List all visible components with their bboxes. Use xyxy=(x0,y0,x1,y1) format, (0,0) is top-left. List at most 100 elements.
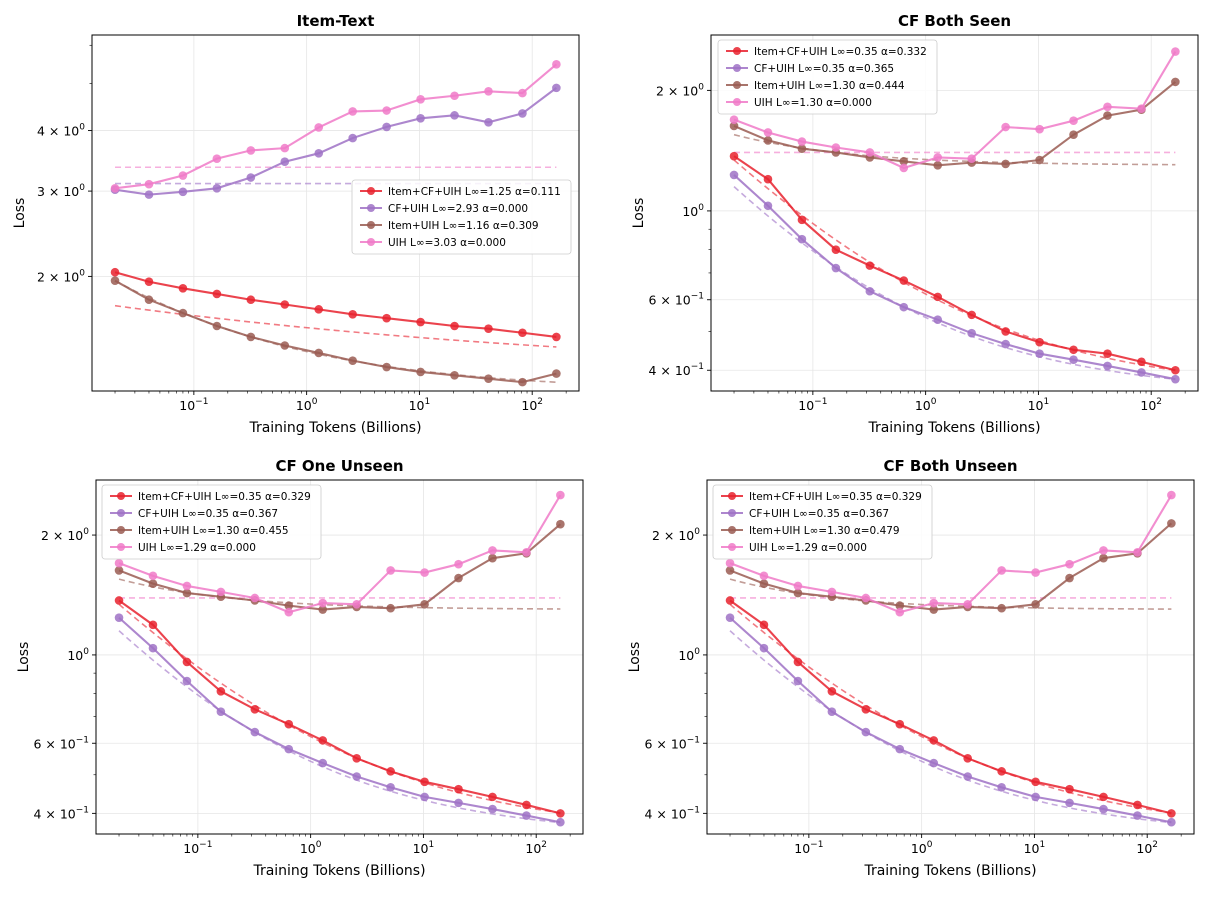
data-point xyxy=(552,369,561,378)
x-tick-label: 102 xyxy=(1136,840,1158,856)
data-point xyxy=(416,317,425,327)
plot-area xyxy=(114,490,565,827)
data-point xyxy=(250,705,260,714)
legend-label: UIH L∞=1.30 α=0.000 xyxy=(754,97,872,109)
legend-swatch-marker xyxy=(367,204,375,212)
legend-label: Item+UIH L∞=1.30 α=0.479 xyxy=(749,525,900,537)
x-axis-label: Training Tokens (Billions) xyxy=(863,863,1036,879)
data-point xyxy=(556,490,565,500)
legend-swatch-marker xyxy=(117,543,125,551)
data-point xyxy=(1031,777,1040,787)
data-point xyxy=(212,321,222,331)
y-axis-label: Loss xyxy=(631,198,647,229)
fit-line xyxy=(733,186,1176,381)
data-point xyxy=(212,184,222,193)
y-tick-label: 3 × 100 xyxy=(37,183,85,199)
data-point xyxy=(895,607,905,617)
series-line xyxy=(114,279,557,384)
data-point xyxy=(861,727,871,737)
data-point xyxy=(216,687,226,696)
data-point xyxy=(518,109,527,118)
chart-panel-0: 10−1 100 101 102 2 × 100 3 × 100 4 × 100 Item-T… xyxy=(12,12,580,436)
data-point xyxy=(114,566,124,575)
axes-frame xyxy=(710,34,1199,392)
x-tick-label: 101 xyxy=(413,840,435,856)
data-point xyxy=(1035,337,1044,347)
axes-frame xyxy=(91,34,580,392)
fit-line xyxy=(118,603,561,814)
axes-frame xyxy=(706,479,1195,835)
data-point xyxy=(518,88,527,98)
legend-label: CF+UIH L∞=2.93 α=0.000 xyxy=(388,203,528,215)
data-point xyxy=(997,767,1006,776)
data-point xyxy=(1171,77,1180,87)
legend-label: UIH L∞=3.03 α=0.000 xyxy=(388,237,506,249)
data-point xyxy=(1069,345,1078,355)
data-point xyxy=(314,305,324,314)
data-point xyxy=(1167,817,1176,827)
data-point xyxy=(182,657,192,667)
chart-title: CF Both Unseen xyxy=(883,457,1017,475)
data-point xyxy=(997,603,1006,613)
data-point xyxy=(929,605,939,614)
data-point xyxy=(352,772,361,781)
data-point xyxy=(250,593,260,603)
data-point xyxy=(797,144,807,154)
data-point xyxy=(1065,573,1074,583)
series-line xyxy=(733,174,1176,381)
data-point xyxy=(450,91,459,101)
y-tick-label: 4 × 10−1 xyxy=(644,805,700,821)
data-point xyxy=(284,744,294,754)
data-point xyxy=(144,190,154,199)
data-point xyxy=(488,553,497,563)
data-point xyxy=(250,727,260,737)
legend-label: UIH L∞=1.29 α=0.000 xyxy=(749,542,867,554)
data-point xyxy=(318,605,328,614)
y-tick-label: 2 × 100 xyxy=(656,82,704,98)
data-point xyxy=(182,676,192,686)
data-point xyxy=(556,809,565,818)
x-tick-label: 100 xyxy=(915,397,937,413)
data-point xyxy=(1031,568,1040,577)
x-axis-label: Training Tokens (Billions) xyxy=(252,863,425,879)
data-point xyxy=(484,87,493,96)
legend-box xyxy=(712,484,933,560)
legend-swatch-marker xyxy=(728,492,736,500)
data-point xyxy=(729,115,739,124)
legend-item: Item+CF+UIH L∞=0.35 α=0.329 xyxy=(110,491,311,503)
series-line xyxy=(118,599,561,815)
data-point xyxy=(729,121,739,131)
data-point xyxy=(899,276,909,285)
plot-area xyxy=(725,490,1176,827)
legend-swatch-marker xyxy=(733,47,741,55)
data-point xyxy=(1031,600,1040,609)
data-point xyxy=(246,332,256,342)
data-point xyxy=(725,596,735,605)
data-point xyxy=(1137,104,1146,113)
data-point xyxy=(382,122,391,132)
data-point xyxy=(831,245,841,255)
data-point xyxy=(284,719,294,729)
x-tick-label: 100 xyxy=(296,397,318,413)
legend: Item+CF+UIH L∞=0.35 α=0.332 CF+UIH L∞=0.3… xyxy=(717,39,938,115)
fit-line xyxy=(729,630,1172,824)
legend-swatch-marker xyxy=(728,543,736,551)
data-point xyxy=(1137,357,1146,367)
data-point xyxy=(1133,811,1142,820)
data-point xyxy=(831,263,841,273)
series-line xyxy=(118,616,561,824)
legend-swatch-marker xyxy=(367,238,375,246)
chart-title: CF Both Seen xyxy=(898,12,1011,30)
data-point xyxy=(759,579,769,588)
data-point xyxy=(1103,111,1112,120)
data-point xyxy=(725,558,735,568)
data-point xyxy=(899,163,909,173)
legend-label: CF+UIH L∞=0.35 α=0.367 xyxy=(138,508,278,520)
data-point xyxy=(182,588,192,598)
series-line xyxy=(118,523,562,611)
legend-swatch-marker xyxy=(728,509,736,517)
data-point xyxy=(522,800,531,810)
data-point xyxy=(386,767,395,776)
data-point xyxy=(967,310,976,320)
legend-item: CF+UIH L∞=0.35 α=0.367 xyxy=(110,508,278,520)
